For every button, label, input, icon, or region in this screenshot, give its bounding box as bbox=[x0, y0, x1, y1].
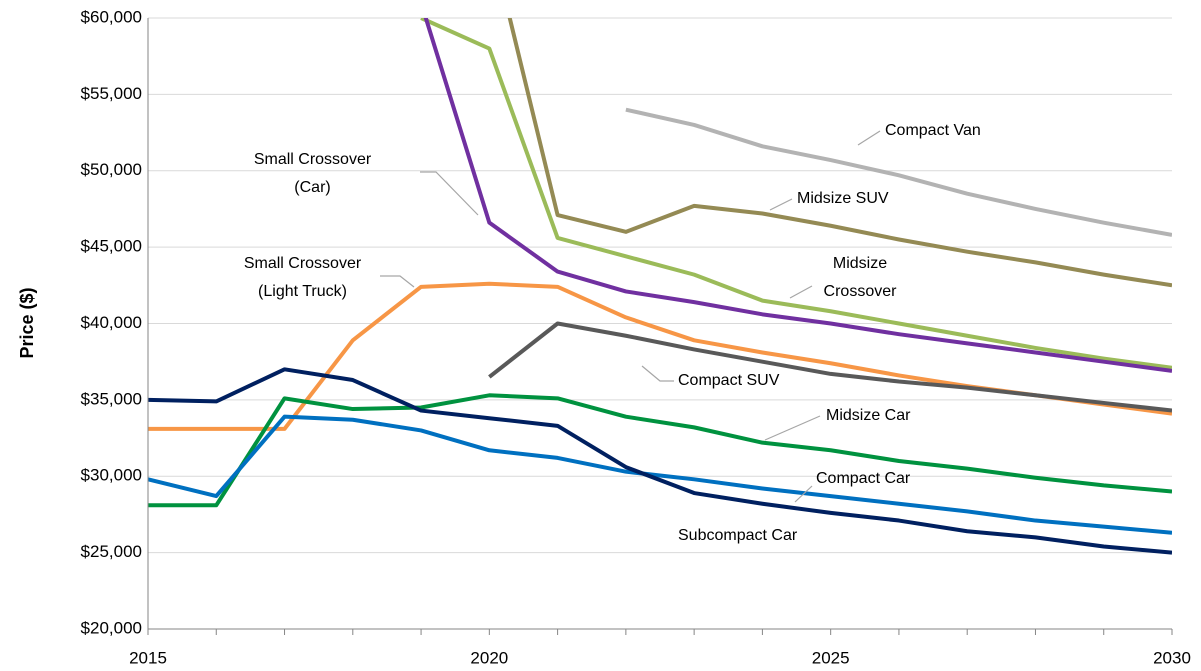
series-line bbox=[148, 414, 1172, 535]
leader-line bbox=[380, 275, 415, 288]
leader-line bbox=[641, 365, 674, 382]
series-label: Subcompact Car bbox=[678, 527, 798, 544]
y-tick-label: $55,000 bbox=[81, 84, 142, 103]
series-label: Midsize Crossover bbox=[823, 255, 897, 300]
leader-lines bbox=[380, 130, 881, 503]
series-line bbox=[507, 18, 1172, 288]
y-tick-label: $25,000 bbox=[81, 542, 142, 561]
y-axis-title: Price ($) bbox=[17, 287, 37, 358]
series-line bbox=[148, 367, 1172, 555]
series-line bbox=[420, 18, 1172, 370]
leader-line bbox=[769, 198, 793, 211]
leader-line bbox=[789, 285, 813, 299]
x-tick-label: 2030 bbox=[1153, 648, 1191, 667]
y-tick-label: $60,000 bbox=[81, 7, 142, 26]
x-tick-label: 2025 bbox=[812, 648, 850, 667]
series-label: Midsize SUV bbox=[797, 190, 889, 207]
y-tick-label: $45,000 bbox=[81, 237, 142, 256]
series-label: Small Crossover (Light Truck) bbox=[243, 255, 362, 300]
series-line bbox=[488, 321, 1172, 413]
series-line bbox=[148, 393, 1172, 508]
leader-line bbox=[794, 485, 813, 503]
y-tick-label: $20,000 bbox=[81, 618, 142, 637]
series-label: Compact SUV bbox=[678, 372, 780, 389]
series-line bbox=[625, 107, 1172, 237]
x-tick-label: 2015 bbox=[129, 648, 167, 667]
y-tick-label: $50,000 bbox=[81, 160, 142, 179]
series-line bbox=[423, 18, 1172, 373]
series-label: Compact Van bbox=[885, 122, 981, 139]
series-label: Small Crossover (Car) bbox=[253, 151, 372, 196]
series-label: Midsize Car bbox=[826, 407, 911, 424]
leader-line bbox=[420, 171, 479, 216]
leader-line bbox=[857, 130, 881, 146]
y-tick-label: $40,000 bbox=[81, 313, 142, 332]
leader-line bbox=[764, 415, 821, 441]
y-tick-label: $35,000 bbox=[81, 389, 142, 408]
series-label: Compact Car bbox=[816, 470, 911, 487]
y-tick-label: $30,000 bbox=[81, 466, 142, 485]
x-tick-label: 2020 bbox=[470, 648, 508, 667]
